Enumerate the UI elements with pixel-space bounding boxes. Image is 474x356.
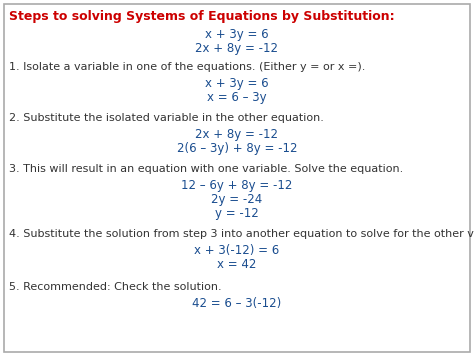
Text: Steps to solving Systems of Equations by Substitution:: Steps to solving Systems of Equations by… — [9, 10, 394, 23]
Text: 1. Isolate a variable in one of the equations. (Either y = or x =).: 1. Isolate a variable in one of the equa… — [9, 62, 365, 72]
Text: 2. Substitute the isolated variable in the other equation.: 2. Substitute the isolated variable in t… — [9, 113, 323, 123]
Text: x + 3y = 6: x + 3y = 6 — [205, 77, 269, 90]
Text: 3. This will result in an equation with one variable. Solve the equation.: 3. This will result in an equation with … — [9, 164, 403, 174]
Text: 42 = 6 – 3(-12): 42 = 6 – 3(-12) — [192, 297, 282, 310]
Text: x + 3y = 6: x + 3y = 6 — [205, 28, 269, 41]
Text: 2x + 8y = -12: 2x + 8y = -12 — [195, 128, 279, 141]
Text: x + 3(-12) = 6: x + 3(-12) = 6 — [194, 244, 280, 257]
Text: x = 6 – 3y: x = 6 – 3y — [207, 91, 267, 104]
Text: 4. Substitute the solution from step 3 into another equation to solve for the ot: 4. Substitute the solution from step 3 i… — [9, 229, 474, 239]
Text: 2x + 8y = -12: 2x + 8y = -12 — [195, 42, 279, 55]
Text: 2y = -24: 2y = -24 — [211, 193, 263, 206]
Text: 2(6 – 3y) + 8y = -12: 2(6 – 3y) + 8y = -12 — [177, 142, 297, 155]
Text: 5. Recommended: Check the solution.: 5. Recommended: Check the solution. — [9, 282, 221, 292]
Text: y = -12: y = -12 — [215, 207, 259, 220]
Text: 12 – 6y + 8y = -12: 12 – 6y + 8y = -12 — [182, 179, 292, 192]
Text: x = 42: x = 42 — [217, 258, 257, 271]
